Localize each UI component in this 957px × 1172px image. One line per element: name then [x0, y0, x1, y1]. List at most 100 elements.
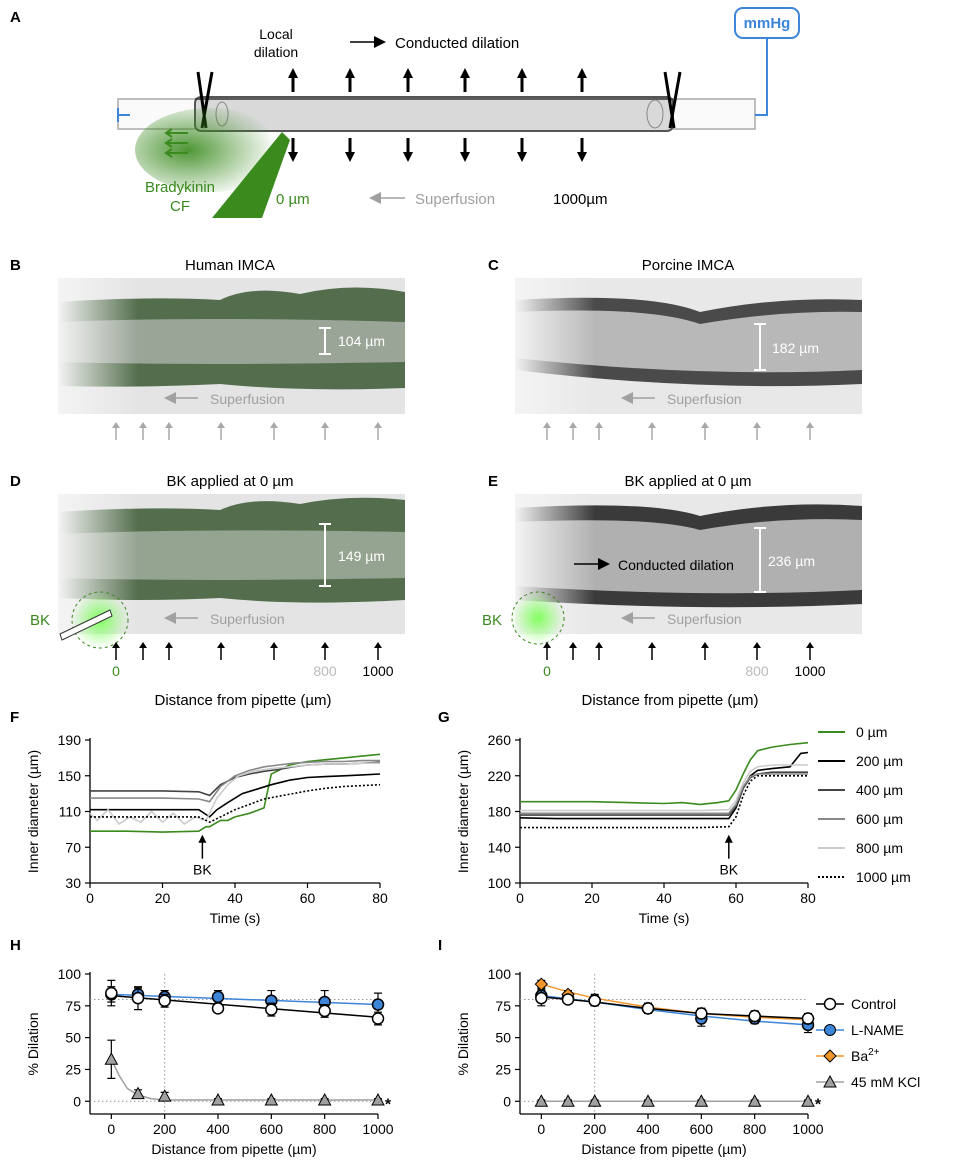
x-tick-label-5: 1000	[792, 1121, 823, 1137]
bk-label-d: BK	[30, 612, 50, 629]
point-3-2	[158, 994, 171, 1007]
y-tick-label-4: 100	[58, 966, 82, 982]
point-3-5	[318, 1004, 331, 1018]
x-tick-label-3: 600	[690, 1121, 714, 1137]
measure-e: 236 µm	[768, 553, 815, 569]
y-tick-label-4: 100	[488, 966, 512, 982]
up-arrow-2	[403, 68, 413, 92]
y-tick-label-0: 100	[488, 875, 512, 891]
point-2-4	[264, 1092, 279, 1106]
position-arrowhead-3	[648, 642, 656, 648]
series-line-5	[90, 783, 381, 824]
bradykinin-cloud	[135, 108, 285, 192]
point-3-6	[801, 1012, 815, 1025]
y-tick-label-0: 30	[65, 875, 81, 891]
down-arrow-4	[517, 138, 527, 162]
series-line-2	[520, 771, 808, 816]
y-tick-label-4: 190	[58, 732, 82, 748]
legend-fg-2: 400 µm	[856, 782, 903, 798]
chart-f: 0 20 40 60 80 30 70 110 150 190 Time (s) Inner diam…	[25, 732, 388, 926]
point-1-0	[534, 977, 549, 991]
y-tick-label-0: 0	[503, 1093, 511, 1109]
mmhg-label: mmHg	[744, 15, 791, 32]
thousand-um-label: 1000µm	[553, 191, 608, 208]
position-arrowhead-6	[806, 422, 814, 428]
panel-letter-d: D	[10, 473, 21, 490]
x-tick-label-1: 200	[153, 1121, 177, 1137]
measure-c: 182 µm	[772, 340, 819, 356]
point-3-4	[695, 1007, 708, 1020]
superfusion-label-b: Superfusion	[210, 391, 285, 407]
panel-letter-i: I	[438, 937, 442, 954]
y-tick-label-0: 0	[73, 1093, 81, 1109]
down-arrow-5	[577, 138, 587, 162]
bk-annotation: BK	[193, 862, 212, 878]
legend-fg-1: 200 µm	[856, 753, 903, 769]
x-tick-label-4: 800	[743, 1121, 767, 1137]
y-tick-label-2: 50	[495, 1030, 511, 1046]
point-2-0	[534, 1094, 549, 1107]
x-tick-label-1: 20	[155, 890, 171, 906]
position-arrowhead-2	[165, 642, 173, 648]
point-2-3	[641, 1094, 655, 1107]
series-line-3	[90, 759, 380, 803]
position-arrowhead-5	[321, 422, 329, 428]
legend-fg-4: 800 µm	[856, 840, 903, 856]
bk-annotation: BK	[719, 862, 738, 878]
point-2-5	[747, 1094, 762, 1107]
title-d: BK applied at 0 µm	[166, 473, 293, 490]
legend-fg-3: 600 µm	[856, 811, 903, 827]
legend-hi-0: Control	[851, 996, 896, 1012]
y-tick-label-2: 180	[488, 804, 512, 820]
x-tick-label-2: 40	[227, 890, 243, 906]
schematic-panel-a: mmHg Local dilation Conducted dilation B…	[117, 7, 800, 218]
position-arrowhead-5	[753, 642, 761, 648]
chart-g: 0 20 40 60 80 100 140 180 220 260 Time (s) Inner di…	[455, 732, 816, 926]
legend-hi-2: Ba2+	[851, 1047, 880, 1064]
bk-arrowhead	[198, 834, 207, 843]
y-tick-label-1: 70	[65, 839, 81, 855]
x-tick-label-3: 60	[728, 890, 744, 906]
y-tick-label-1: 140	[488, 839, 512, 855]
superfusion-label-a: Superfusion	[415, 191, 495, 208]
legend-fg-0: 0 µm	[856, 724, 887, 740]
title-b: Human IMCA	[185, 257, 275, 274]
legend-hi-2-text: Ba	[851, 1048, 868, 1064]
panel-letter-h: H	[10, 937, 21, 954]
y-axis-label: Inner diameter (µm)	[25, 750, 41, 873]
point-3-0	[535, 991, 548, 1005]
down-arrow-2	[403, 138, 413, 162]
position-arrowhead-3	[217, 642, 225, 648]
local-dilation-label-1: Local	[259, 26, 292, 42]
position-arrowhead-2	[165, 422, 173, 428]
bk-pipette	[212, 132, 290, 218]
position-arrowhead-6	[374, 422, 382, 428]
x-tick-label-2: 400	[636, 1121, 660, 1137]
up-arrow-1	[345, 68, 355, 92]
up-arrow-5	[577, 68, 587, 92]
series-line-4	[520, 764, 808, 812]
x-tick-label-0: 0	[516, 890, 524, 906]
position-arrowhead-0	[543, 642, 551, 648]
y-axis-label: % Dilation	[25, 1012, 41, 1075]
significance-star: *	[815, 1096, 822, 1113]
significance-star: *	[385, 1096, 392, 1113]
x-tick-label-3: 60	[300, 890, 316, 906]
point-3-4	[265, 1003, 278, 1016]
down-arrow-1	[345, 138, 355, 162]
point-3-1	[561, 993, 575, 1006]
x-axis-label: Time (s)	[639, 910, 690, 926]
position-arrowhead-4	[701, 422, 709, 428]
distance-label-d: Distance from pipette (µm)	[154, 692, 331, 709]
point-0-3	[211, 990, 225, 1004]
fit-line-0	[111, 993, 379, 1006]
point-0-6	[371, 998, 385, 1011]
bk-arrowhead	[724, 834, 733, 843]
position-arrowhead-4	[270, 642, 278, 648]
panel-letter-g: G	[438, 709, 450, 726]
tick800-e: 800	[745, 663, 769, 679]
point-2-6	[801, 1094, 815, 1107]
tick0-d: 0	[112, 663, 120, 679]
measure-d: 149 µm	[338, 548, 385, 564]
fit-line-1	[541, 983, 809, 1021]
